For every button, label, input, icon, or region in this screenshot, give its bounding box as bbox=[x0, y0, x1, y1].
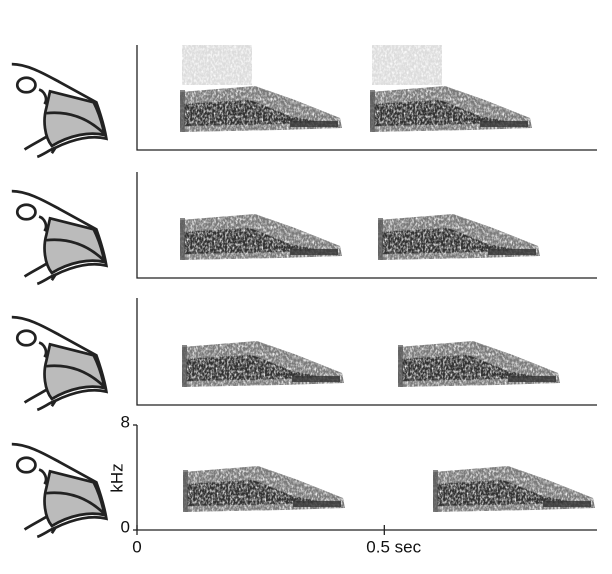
harmonics bbox=[182, 45, 252, 85]
x-tick-label: 0 bbox=[132, 537, 141, 556]
axis-frame bbox=[136, 45, 597, 151]
x-tick-label: 0.5 sec bbox=[366, 537, 421, 556]
syllable bbox=[180, 214, 342, 260]
axis-frame bbox=[136, 172, 597, 279]
y-axis-label: kHz bbox=[107, 463, 126, 492]
panels bbox=[10, 45, 597, 539]
syllable bbox=[180, 86, 342, 132]
y-tick-label: 0 bbox=[121, 517, 130, 536]
syllable bbox=[398, 341, 560, 387]
bird-head bbox=[10, 315, 108, 412]
bird-head bbox=[10, 442, 108, 539]
syllable bbox=[378, 214, 540, 260]
axis-frame bbox=[136, 298, 597, 406]
syllable bbox=[183, 466, 345, 512]
y-tick-label: 8 bbox=[121, 412, 130, 431]
bird-head bbox=[10, 62, 108, 159]
syllable bbox=[370, 86, 532, 132]
syllable bbox=[182, 341, 344, 387]
syllable bbox=[433, 466, 595, 512]
bird-head bbox=[10, 189, 108, 286]
bottom-axis: kHz 0 0.5 sec 0 8 bbox=[107, 412, 421, 556]
harmonics bbox=[372, 45, 442, 85]
